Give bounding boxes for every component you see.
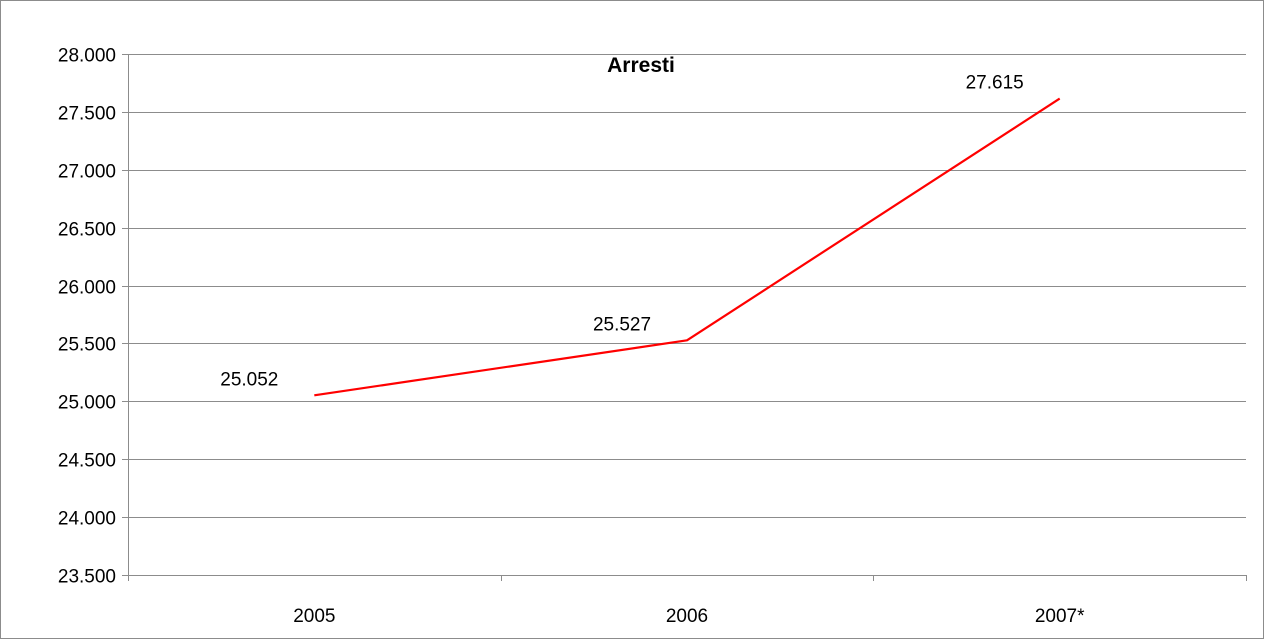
y-tick-label: 28.000: [58, 46, 116, 67]
y-tick-label: 23.500: [58, 567, 116, 588]
y-tick-label: 27.500: [58, 104, 116, 125]
x-tick-label: 2006: [666, 606, 708, 627]
y-tick-label: 25.000: [58, 393, 116, 414]
x-tick-label: 2007*: [1035, 606, 1085, 627]
y-tick-label: 26.000: [58, 278, 116, 299]
y-tick-labels: 23.500 24.000 24.500 25.000 25.500 26.000 26.5…: [58, 46, 116, 588]
data-label: 25.052: [220, 369, 278, 390]
x-tick-labels: 2005 2006 2007*: [293, 606, 1085, 627]
y-tick-label: 24.000: [58, 509, 116, 530]
y-tick-label: 27.000: [58, 162, 116, 183]
axes: [122, 54, 1247, 581]
series: [314, 97, 1061, 397]
y-tick-label: 25.500: [58, 335, 116, 356]
series-line: [314, 97, 1061, 397]
x-tick-label: 2005: [293, 606, 335, 627]
y-tick-label: 26.500: [58, 220, 116, 241]
y-tick-label: 24.500: [58, 451, 116, 472]
data-label: 27.615: [966, 73, 1024, 94]
gridlines: [122, 54, 1246, 518]
chart-title: Arresti: [607, 54, 675, 77]
data-label: 25.527: [593, 314, 651, 335]
data-labels: 25.052 25.527 27.615: [220, 73, 1023, 391]
